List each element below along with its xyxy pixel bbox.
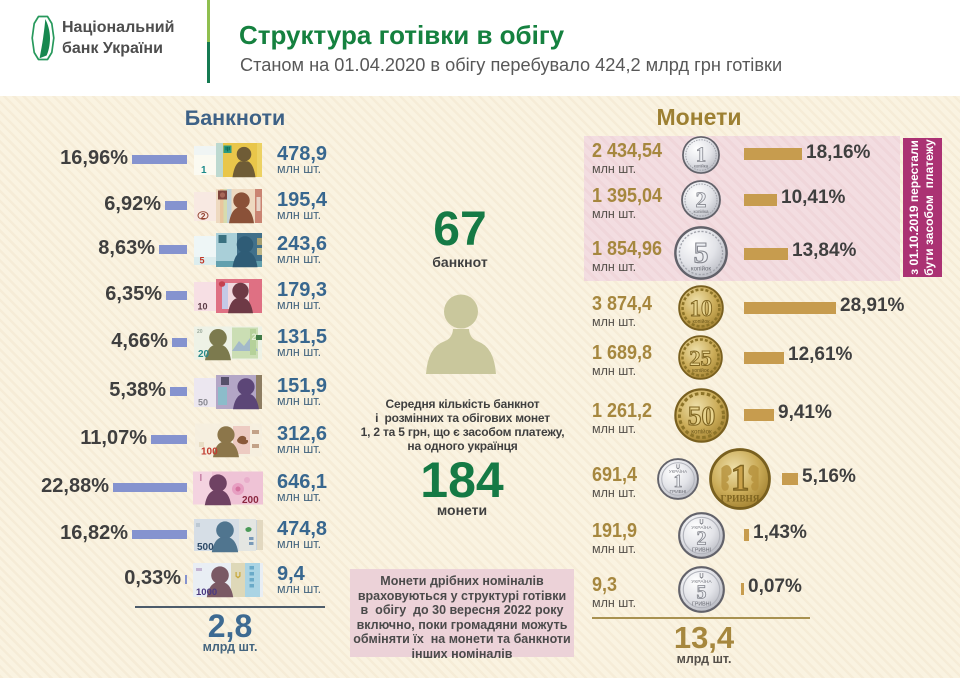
svg-text:копійок: копійок bbox=[691, 428, 712, 435]
svg-text:20: 20 bbox=[198, 349, 210, 360]
svg-text:1: 1 bbox=[696, 143, 706, 167]
svg-text:ГРИВНІ: ГРИВНІ bbox=[670, 489, 687, 495]
svg-text:1: 1 bbox=[201, 165, 207, 176]
svg-text:копійок: копійок bbox=[691, 266, 711, 273]
svg-text:2: 2 bbox=[696, 187, 707, 212]
svg-text:копійка: копійка bbox=[694, 163, 709, 168]
svg-text:10: 10 bbox=[690, 296, 713, 321]
svg-text:10: 10 bbox=[198, 302, 208, 312]
svg-text:копійка: копійка bbox=[693, 208, 709, 214]
svg-text:1: 1 bbox=[731, 458, 750, 499]
svg-text:1: 1 bbox=[674, 471, 683, 491]
svg-text:25: 25 bbox=[689, 345, 712, 370]
svg-text:ГРИВНЯ: ГРИВНЯ bbox=[721, 494, 760, 504]
svg-text:5: 5 bbox=[200, 256, 205, 266]
svg-text:5: 5 bbox=[697, 581, 707, 603]
svg-text:УКРАЇНА: УКРАЇНА bbox=[691, 524, 712, 531]
svg-text:2: 2 bbox=[201, 211, 206, 221]
svg-text:1000: 1000 bbox=[196, 587, 217, 598]
svg-text:2: 2 bbox=[697, 527, 707, 549]
svg-text:200: 200 bbox=[242, 495, 259, 506]
svg-text:копійок: копійок bbox=[692, 318, 710, 325]
svg-text:копійок: копійок bbox=[692, 367, 710, 374]
svg-text:50: 50 bbox=[688, 400, 716, 431]
svg-text:ГРИВНІ: ГРИВНІ bbox=[692, 601, 711, 607]
svg-text:2: 2 bbox=[252, 332, 257, 342]
svg-text:УКРАЇНА: УКРАЇНА bbox=[691, 578, 712, 585]
svg-text:20: 20 bbox=[197, 329, 203, 335]
svg-text:100: 100 bbox=[201, 447, 218, 458]
svg-text:ГРИВНІ: ГРИВНІ bbox=[692, 547, 711, 553]
svg-text:500: 500 bbox=[197, 542, 214, 553]
svg-text:5: 5 bbox=[694, 237, 709, 269]
svg-text:50: 50 bbox=[198, 398, 208, 408]
svg-text:УКРАЇНА: УКРАЇНА bbox=[669, 469, 687, 474]
